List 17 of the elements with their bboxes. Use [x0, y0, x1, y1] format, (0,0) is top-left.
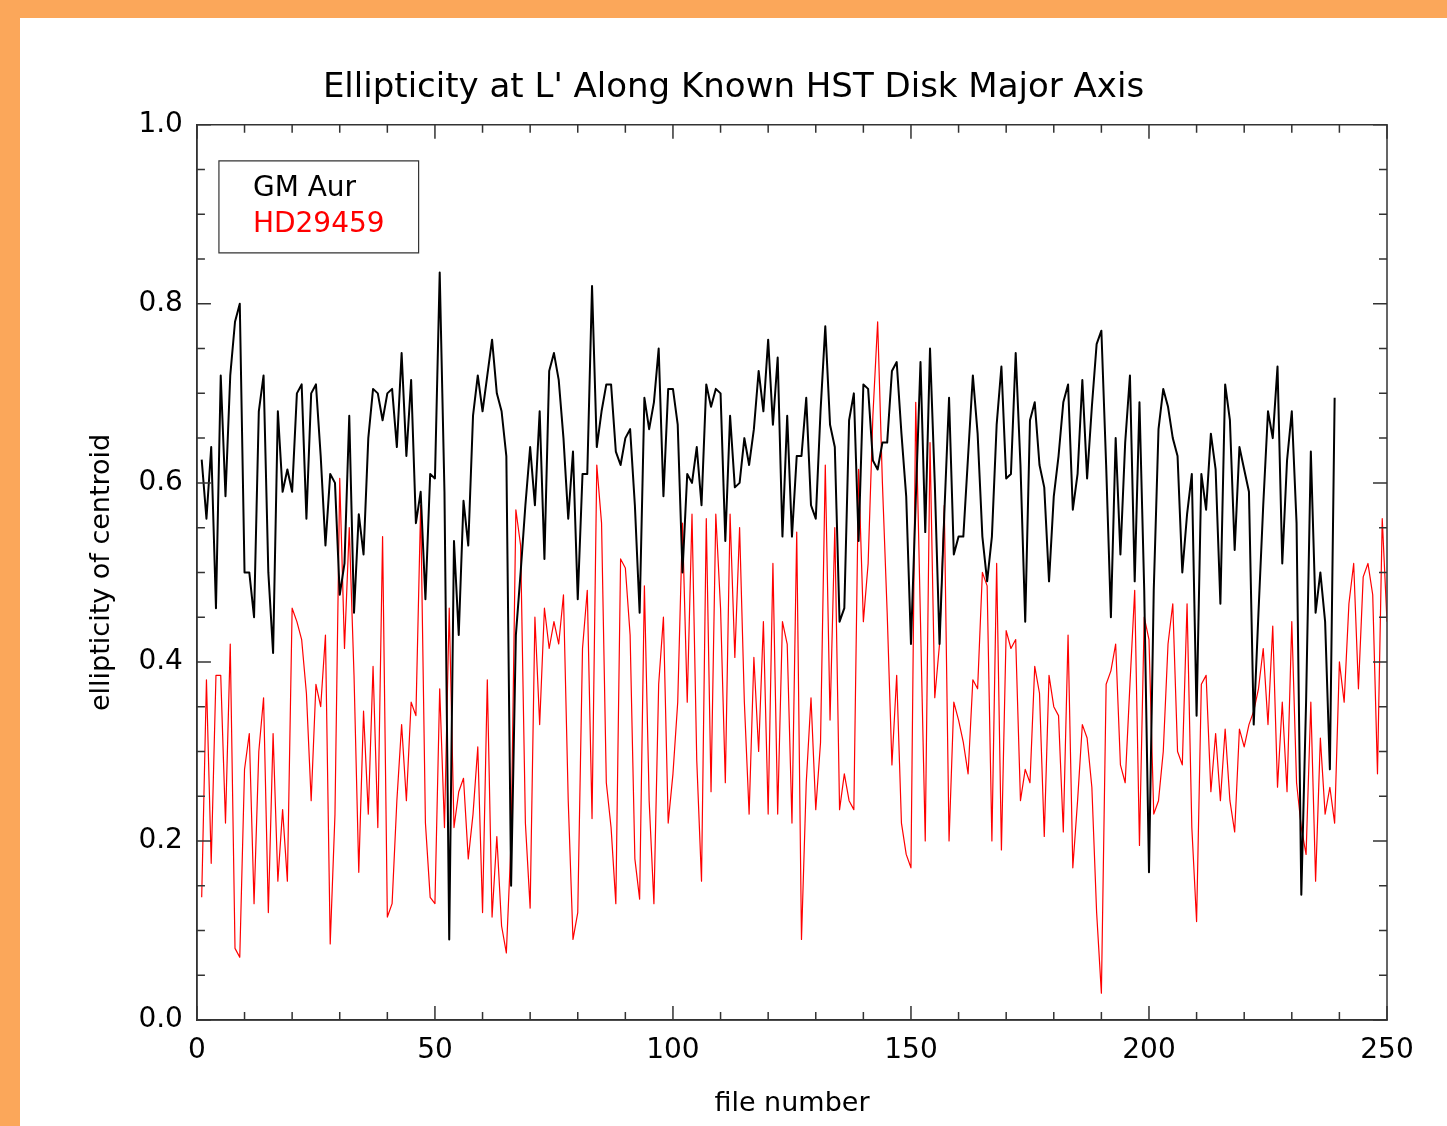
y-tick-label: 0.4 [138, 643, 183, 677]
x-tick-label: 250 [1360, 1032, 1414, 1066]
x-tick-label: 100 [646, 1032, 700, 1066]
y-tick-label: 1.0 [138, 106, 183, 140]
y-axis-title: ellipticity of centroid [84, 433, 116, 712]
x-tick-label: 0 [188, 1032, 206, 1066]
chart-title: Ellipticity at L' Along Known HST Disk Major Axis [322, 65, 1145, 106]
y-tick-label: 0.6 [138, 464, 183, 498]
y-tick-label: 0.0 [138, 1001, 183, 1035]
x-tick-label: 200 [1122, 1032, 1176, 1066]
text: GM Aur [252, 170, 357, 204]
y-tick-label: 0.2 [138, 822, 183, 856]
x-tick-label: 50 [417, 1032, 453, 1066]
x-tick-label: 150 [884, 1032, 938, 1066]
x-axis-title: file number [714, 1085, 871, 1117]
y-tick-label: 0.8 [138, 285, 183, 319]
text: HD29459 [252, 206, 385, 240]
